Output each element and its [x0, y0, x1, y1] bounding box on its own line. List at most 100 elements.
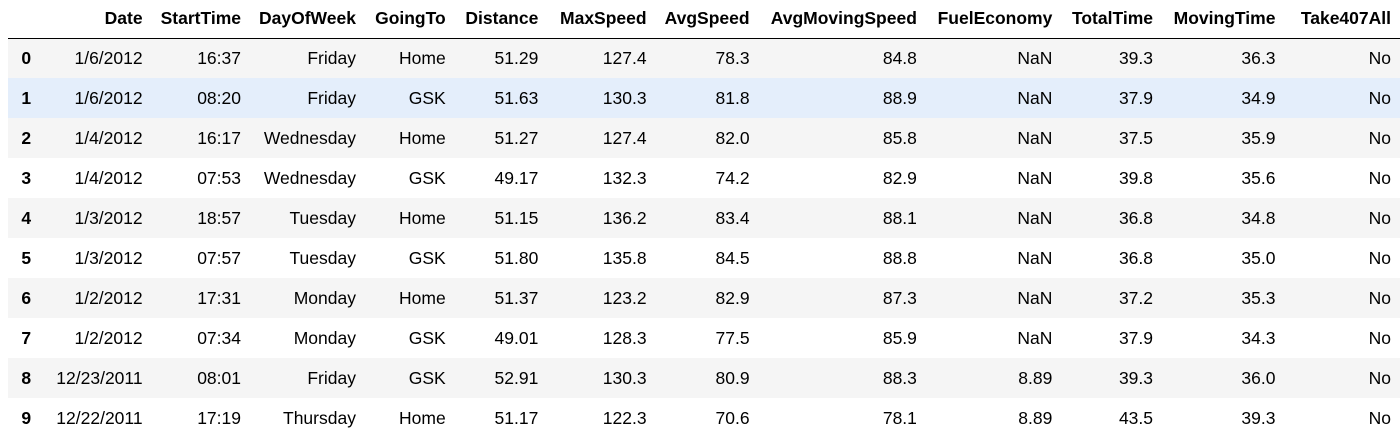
table-body: 0 1/6/2012 16:37 Friday Home 51.29 127.4 78.3 84… [8, 38, 1400, 438]
cell-dayofweek: Thursday [283, 407, 356, 428]
cell-avgspeed: 80.9 [715, 367, 750, 388]
cell-movingtime: 35.6 [1241, 167, 1276, 188]
cell-dayofweek: Monday [293, 287, 356, 308]
cell-movingtime: 34.8 [1241, 207, 1276, 228]
cell-movingtime: 35.3 [1241, 287, 1276, 308]
column-header-maxspeed: MaxSpeed [547, 0, 656, 39]
cell-movingtime: 39.3 [1241, 407, 1276, 428]
row-index: 7 [21, 327, 32, 348]
cell-dayofweek: Friday [307, 47, 356, 68]
cell-date: 1/6/2012 [74, 87, 143, 108]
row-index: 5 [21, 247, 32, 268]
cell-starttime: 16:37 [197, 47, 241, 68]
cell-distance: 51.15 [494, 207, 539, 228]
cell-goingto: Home [399, 127, 446, 148]
cell-totaltime: 39.3 [1118, 47, 1153, 68]
cell-distance: 51.63 [494, 87, 539, 108]
cell-totaltime: 39.3 [1118, 367, 1153, 388]
cell-avgmovingspeed: 85.9 [882, 327, 917, 348]
cell-starttime: 18:57 [197, 207, 241, 228]
dataframe-table: Date StartTime DayOfWeek GoingTo Distanc… [8, 0, 1400, 438]
cell-distance: 51.17 [494, 407, 539, 428]
cell-goingto: GSK [408, 167, 446, 188]
table-row: 0 1/6/2012 16:37 Friday Home 51.29 127.4 78.3 84… [8, 38, 1400, 78]
cell-dayofweek: Monday [293, 327, 356, 348]
cell-movingtime: 34.3 [1241, 327, 1276, 348]
cell-take407all: No [1368, 407, 1391, 428]
column-header-fueleconomy: FuelEconomy [925, 0, 1062, 39]
cell-fueleconomy: NaN [1017, 327, 1053, 348]
column-header-avgmovingspeed: AvgMovingSpeed [758, 0, 926, 39]
cell-starttime: 17:19 [197, 407, 241, 428]
cell-take407all: No [1368, 87, 1391, 108]
row-index: 3 [21, 167, 32, 188]
cell-goingto: GSK [408, 367, 446, 388]
cell-goingto: Home [399, 287, 446, 308]
cell-fueleconomy: NaN [1017, 207, 1053, 228]
cell-take407all: No [1368, 167, 1391, 188]
cell-take407all: No [1368, 207, 1391, 228]
table-row: 1 1/6/2012 08:20 Friday GSK 51.63 130.3 81.8 88.… [8, 78, 1400, 118]
cell-avgspeed: 82.9 [715, 287, 750, 308]
cell-fueleconomy: NaN [1017, 87, 1053, 108]
cell-avgmovingspeed: 87.3 [882, 287, 917, 308]
cell-dayofweek: Tuesday [289, 207, 356, 228]
cell-starttime: 07:53 [197, 167, 241, 188]
cell-distance: 49.01 [494, 327, 539, 348]
cell-starttime: 07:34 [197, 327, 241, 348]
cell-avgmovingspeed: 84.8 [882, 47, 917, 68]
cell-date: 1/4/2012 [74, 167, 143, 188]
row-index: 9 [21, 407, 32, 428]
cell-avgmovingspeed: 82.9 [882, 167, 917, 188]
cell-starttime: 07:57 [197, 247, 241, 268]
cell-avgspeed: 81.8 [715, 87, 750, 108]
cell-avgmovingspeed: 78.1 [882, 407, 917, 428]
column-header-goingto: GoingTo [364, 0, 455, 39]
cell-avgspeed: 74.2 [715, 167, 750, 188]
cell-fueleconomy: NaN [1017, 167, 1053, 188]
cell-goingto: Home [399, 407, 446, 428]
cell-totaltime: 36.8 [1118, 207, 1153, 228]
cell-avgmovingspeed: 88.1 [882, 207, 917, 228]
cell-goingto: Home [399, 207, 446, 228]
cell-totaltime: 37.9 [1118, 87, 1153, 108]
table-row: 9 12/22/2011 17:19 Thursday Home 51.17 122.3 70… [8, 398, 1400, 438]
column-header-dayofweek: DayOfWeek [250, 0, 365, 39]
row-index: 1 [21, 87, 32, 108]
cell-totaltime: 37.2 [1118, 287, 1153, 308]
cell-avgspeed: 82.0 [715, 127, 750, 148]
cell-distance: 52.91 [494, 367, 539, 388]
cell-dayofweek: Tuesday [289, 247, 356, 268]
cell-fueleconomy: NaN [1017, 247, 1053, 268]
header-row: Date StartTime DayOfWeek GoingTo Distanc… [8, 0, 1400, 39]
table-row: 7 1/2/2012 07:34 Monday GSK 49.01 128.3 77.5 85.… [8, 318, 1400, 358]
cell-take407all: No [1368, 327, 1391, 348]
cell-fueleconomy: NaN [1017, 287, 1053, 308]
table-row: 3 1/4/2012 07:53 Wednesday GSK 49.17 132.3 74.2… [8, 158, 1400, 198]
cell-dayofweek: Wednesday [263, 127, 356, 148]
cell-take407all: No [1368, 127, 1391, 148]
cell-take407all: No [1368, 287, 1391, 308]
cell-movingtime: 36.3 [1241, 47, 1276, 68]
cell-maxspeed: 130.3 [602, 87, 647, 108]
column-header-take407all: Take407All [1284, 0, 1400, 39]
cell-totaltime: 43.5 [1118, 407, 1153, 428]
cell-distance: 49.17 [494, 167, 539, 188]
cell-distance: 51.80 [494, 247, 539, 268]
cell-starttime: 16:17 [197, 127, 241, 148]
cell-date: 1/2/2012 [74, 327, 143, 348]
cell-date: 1/4/2012 [74, 127, 143, 148]
cell-totaltime: 37.9 [1118, 327, 1153, 348]
cell-totaltime: 36.8 [1118, 247, 1153, 268]
cell-date: 12/22/2011 [56, 407, 143, 428]
cell-movingtime: 34.9 [1241, 87, 1276, 108]
cell-take407all: No [1368, 47, 1391, 68]
column-header-totaltime: TotalTime [1061, 0, 1162, 39]
cell-avgmovingspeed: 88.8 [882, 247, 917, 268]
cell-starttime: 08:20 [197, 87, 241, 108]
cell-maxspeed: 128.3 [602, 327, 647, 348]
row-index: 6 [21, 287, 32, 308]
cell-distance: 51.27 [494, 127, 539, 148]
cell-maxspeed: 136.2 [602, 207, 647, 228]
